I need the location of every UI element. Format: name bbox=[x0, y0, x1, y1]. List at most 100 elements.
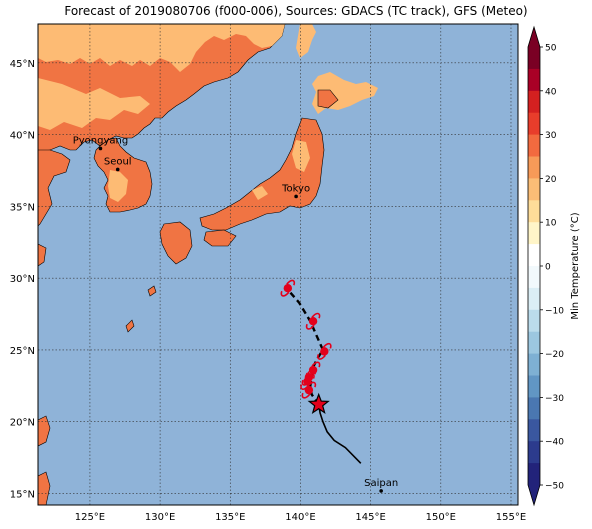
axis-labels: 125°E 130°E 135°E 140°E 145°E 150°E 155°E 15°N 2… bbox=[10, 59, 526, 523]
land-hokkaido-warm bbox=[317, 89, 339, 109]
storm-arm bbox=[301, 392, 311, 399]
colorbar-segment bbox=[528, 419, 540, 442]
city-pyongyang: Pyongyang bbox=[73, 135, 128, 151]
colorbar-segment bbox=[528, 47, 540, 70]
storm-arm bbox=[311, 312, 321, 319]
map-frame bbox=[37, 23, 519, 506]
colorbar-tick-label: −40 bbox=[545, 438, 564, 448]
land-kyushu bbox=[159, 221, 193, 265]
city-tokyo: Tokyo bbox=[281, 183, 310, 199]
storm-symbol-icon bbox=[280, 279, 296, 297]
land-mild-inland bbox=[38, 78, 150, 130]
land-china-south bbox=[38, 243, 47, 267]
city-label: Saipan bbox=[364, 478, 398, 489]
lon-tick-label: 130°E bbox=[145, 512, 175, 523]
colorbar-segment bbox=[528, 68, 540, 92]
colorbar-segment bbox=[528, 353, 540, 376]
city-label: Pyongyang bbox=[73, 135, 128, 146]
colorbar-segment bbox=[528, 375, 540, 398]
storm-symbol-icon bbox=[305, 361, 321, 379]
land-ryukyu-2 bbox=[125, 319, 135, 333]
lon-tick-label: 135°E bbox=[215, 512, 245, 523]
lat-tick-label: 30°N bbox=[10, 274, 35, 285]
lat-tick-label: 20°N bbox=[10, 418, 35, 429]
colorbar-tick-label: −20 bbox=[545, 350, 564, 360]
land-ryukyu-1 bbox=[147, 285, 157, 297]
colorbar-tick-label: −10 bbox=[545, 306, 564, 316]
colorbar-segment bbox=[528, 112, 540, 136]
city-label: Tokyo bbox=[281, 183, 310, 194]
city-dot-icon bbox=[98, 146, 103, 151]
colorbar-label: Min Temperature (°C) bbox=[570, 212, 581, 319]
storm-arm bbox=[300, 384, 310, 390]
colorbar-segment bbox=[528, 287, 540, 311]
storm-symbol-icon bbox=[317, 342, 332, 360]
land-layer bbox=[38, 24, 378, 505]
storm-arm bbox=[286, 279, 296, 286]
storm-arm bbox=[311, 361, 321, 368]
storm-symbol-icon bbox=[305, 312, 321, 330]
colorbar-tick-label: −30 bbox=[545, 394, 564, 404]
track-past-line bbox=[317, 404, 362, 464]
colorbar-segment bbox=[528, 90, 540, 114]
colorbar-extend-bottom bbox=[528, 485, 540, 505]
storm-arm bbox=[317, 354, 326, 360]
city-dot-icon bbox=[379, 489, 383, 493]
land-sakhalin bbox=[296, 24, 316, 58]
storm-arm bbox=[301, 379, 311, 386]
colorbar-segment bbox=[528, 397, 540, 420]
storm-arm bbox=[280, 290, 290, 297]
colorbar-tick-label: 30 bbox=[545, 131, 557, 141]
land-honshu bbox=[199, 117, 325, 231]
lon-tick-label: 150°E bbox=[426, 512, 456, 523]
land-taiwan bbox=[38, 415, 51, 447]
colorbar-segment bbox=[528, 331, 540, 355]
land-mild-north bbox=[38, 24, 285, 72]
city-label: Seoul bbox=[104, 156, 132, 167]
lat-tick-label: 35°N bbox=[10, 202, 35, 213]
colorbar-tick-label: 50 bbox=[545, 44, 557, 54]
land-korea-mild bbox=[108, 170, 128, 202]
land-china-coast bbox=[38, 149, 71, 227]
colorbar-segment bbox=[528, 156, 540, 179]
storm-eye bbox=[320, 347, 329, 356]
lat-tick-label: 15°N bbox=[10, 490, 35, 501]
storm-arm bbox=[305, 372, 315, 379]
land-shikoku bbox=[203, 229, 237, 247]
storm-eye bbox=[308, 317, 318, 326]
colorbar-segment bbox=[528, 441, 540, 464]
city-seoul: Seoul bbox=[104, 156, 132, 172]
land-honshu-mild bbox=[292, 140, 310, 172]
colorbar-segment bbox=[528, 178, 540, 201]
city-markers: Pyongyang Seoul Tokyo Saipan bbox=[73, 135, 398, 493]
storm-arm bbox=[322, 342, 332, 349]
lat-tick-label: 40°N bbox=[10, 131, 35, 142]
land-honshu-mild-2 bbox=[252, 186, 268, 200]
colorbar-segment bbox=[528, 463, 540, 486]
lon-tick-label: 125°E bbox=[75, 512, 105, 523]
colorbar-segment bbox=[528, 200, 540, 223]
lon-tick-label: 140°E bbox=[285, 512, 315, 523]
colorbar-tick-label: 20 bbox=[545, 175, 557, 185]
colorbar: 50 40 30 20 10 0 −10 −20 −30 −40 −50 Min Temperatur… bbox=[527, 25, 581, 507]
colorbar-segment bbox=[528, 222, 540, 245]
city-saipan: Saipan bbox=[364, 478, 398, 493]
lat-tick-label: 45°N bbox=[10, 59, 35, 70]
lon-tick-label: 155°E bbox=[496, 512, 526, 523]
lon-tick-label: 145°E bbox=[355, 512, 385, 523]
gridlines bbox=[38, 24, 518, 505]
colorbar-tick-label: 0 bbox=[545, 263, 551, 273]
city-dot-icon bbox=[294, 194, 298, 199]
storm-track bbox=[286, 288, 362, 464]
colorbar-tick-label: 40 bbox=[545, 87, 557, 97]
colorbar-tick-label: −50 bbox=[545, 482, 564, 492]
colorbar-extend-top bbox=[528, 27, 540, 47]
land-luzon bbox=[38, 471, 51, 505]
lat-tick-label: 25°N bbox=[10, 346, 35, 357]
storm-arm bbox=[305, 323, 315, 330]
city-dot-icon bbox=[115, 167, 120, 172]
storm-eye bbox=[308, 365, 318, 375]
map-title: Forecast of 2019080706 (f000-006), Sourc… bbox=[64, 4, 528, 18]
colorbar-segment bbox=[528, 266, 540, 289]
